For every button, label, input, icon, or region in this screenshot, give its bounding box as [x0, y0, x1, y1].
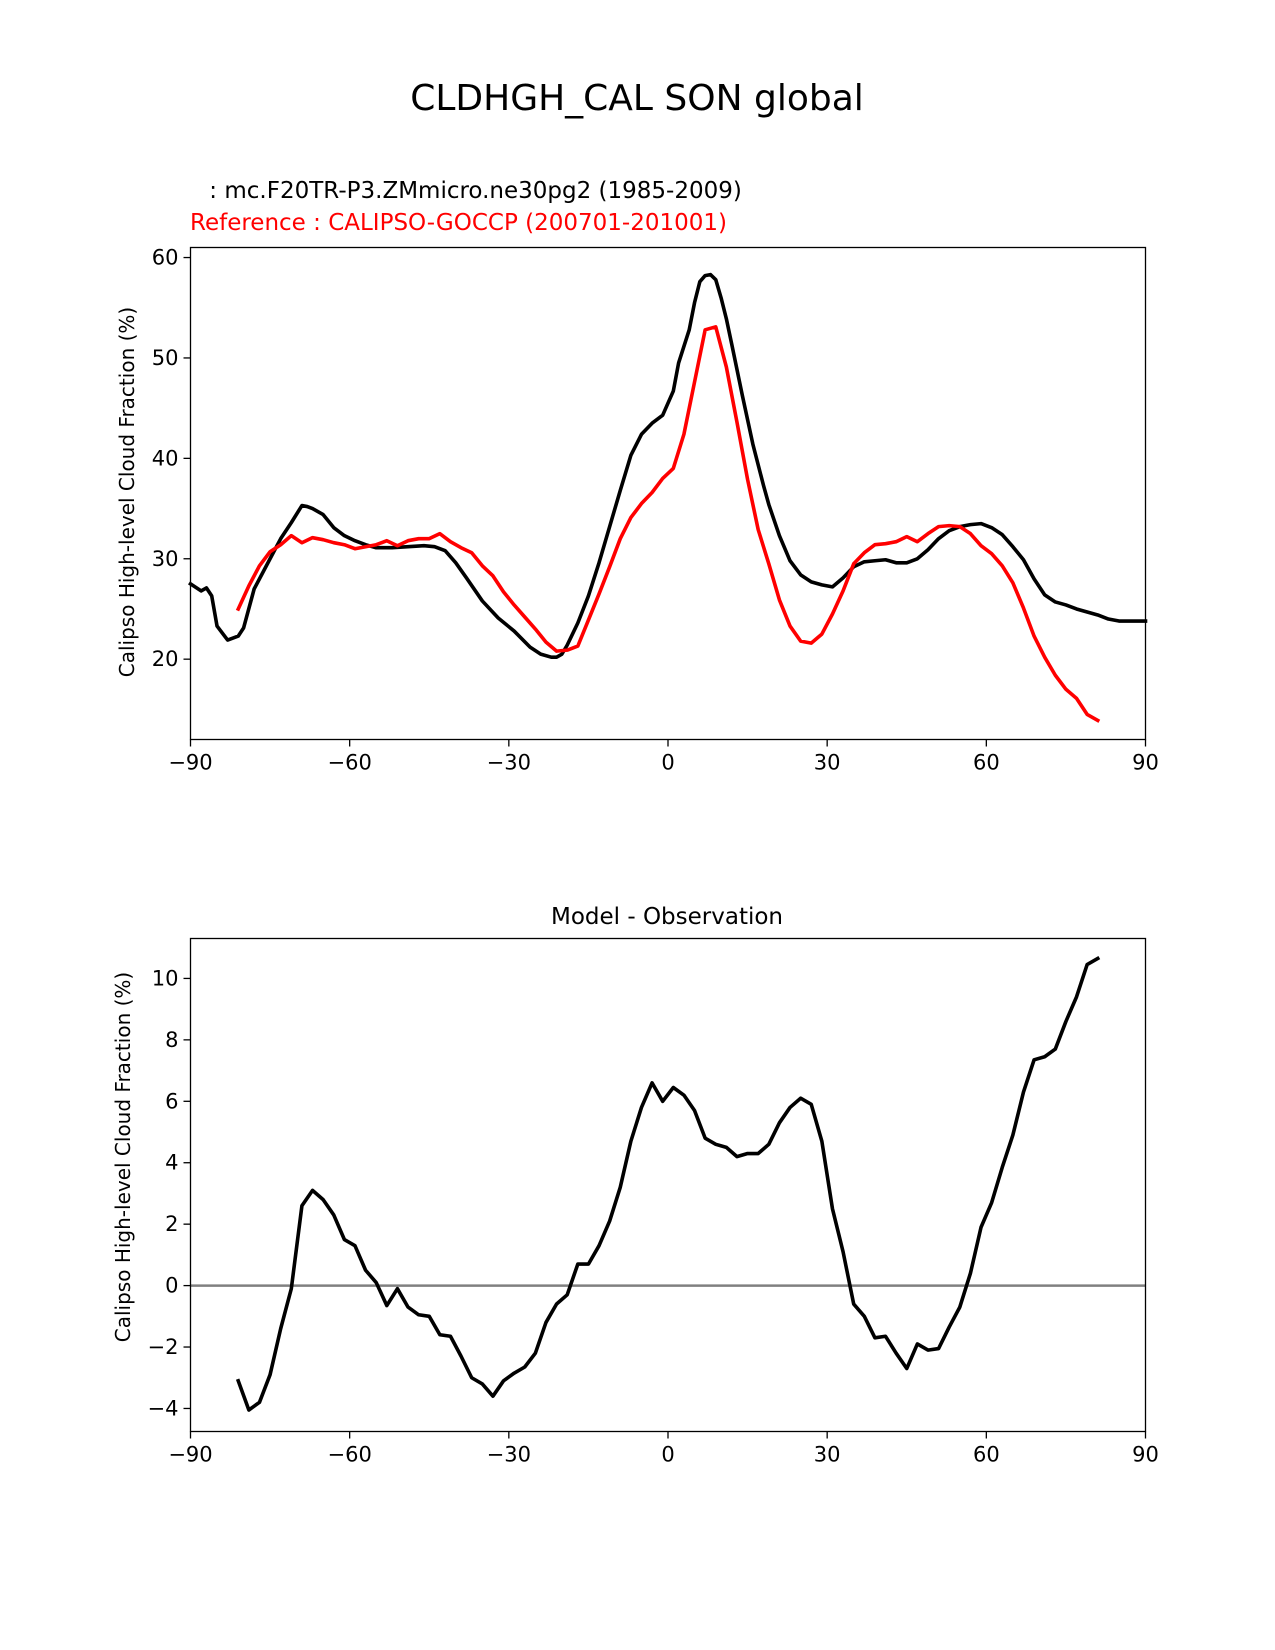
top-series-reference-line [235, 325, 1101, 723]
top-x-tick-label: 90 [1132, 751, 1159, 775]
bottom-y-tick-label: −2 [148, 1335, 179, 1359]
bottom-y-tick-label: 6 [165, 1089, 178, 1113]
bottom-x-tick-label: 0 [661, 1443, 674, 1467]
top-panel: : mc.F20TR-P3.ZMmicro.ne30pg2 (1985-2009… [115, 178, 1159, 775]
bottom-y-tick-label: 0 [165, 1274, 178, 1298]
bottom-y-tick-label: −4 [148, 1396, 179, 1420]
bottom-y-axis-label: Calipso High-level Cloud Fraction (%) [111, 972, 135, 1342]
top-x-tick-label: −30 [487, 751, 531, 775]
top-y-axis-label: Calipso High-level Cloud Fraction (%) [115, 307, 139, 677]
top-y-tick-label: 50 [152, 346, 179, 370]
bottom-x-tick-label: 30 [814, 1443, 841, 1467]
top-x-tick-label: −90 [168, 751, 212, 775]
top-x-tick-label: 60 [973, 751, 1000, 775]
bottom-x-tick-label: 90 [1132, 1443, 1159, 1467]
reference-label: Reference : CALIPSO-GOCCP (200701-201001… [190, 210, 727, 236]
bottom-y-tick-label: 10 [152, 966, 179, 990]
top-axes-frame [189, 246, 1147, 741]
bottom-axes-frame [189, 937, 1147, 1433]
bottom-y-tick-label: 4 [165, 1151, 178, 1175]
top-axis-ticks: −90 −60 −30 0 30 60 90 20 30 40 50 60 [152, 246, 1159, 775]
bottom-y-tick-label: 2 [165, 1212, 178, 1236]
top-x-tick-label: −60 [328, 751, 372, 775]
top-y-tick-label: 30 [152, 547, 179, 571]
bottom-x-tick-label: −60 [328, 1443, 372, 1467]
test-case-label: : mc.F20TR-P3.ZMmicro.ne30pg2 (1985-2009… [202, 178, 742, 204]
top-y-tick-label: 40 [152, 446, 179, 470]
figure-suptitle: CLDHGH_CAL SON global [410, 78, 864, 119]
top-series-lines [188, 272, 1148, 723]
top-y-tick-label: 20 [152, 647, 179, 671]
bottom-axis-ticks: −90 −60 −30 0 30 60 90 −4 −2 0 2 4 6 8 10 [148, 966, 1159, 1466]
top-series-test-line [188, 272, 1148, 659]
top-x-tick-label: 0 [661, 751, 674, 775]
bottom-x-tick-label: −90 [168, 1443, 212, 1467]
bottom-y-tick-label: 8 [165, 1028, 178, 1052]
bottom-panel: Model - Observation Calipso High-level C… [111, 904, 1159, 1467]
bottom-panel-title: Model - Observation [551, 904, 783, 930]
top-x-tick-label: 30 [814, 751, 841, 775]
bottom-series-difference-line [235, 956, 1101, 1412]
bottom-x-tick-label: 60 [973, 1443, 1000, 1467]
bottom-series-lines [190, 956, 1146, 1412]
top-y-tick-label: 60 [152, 246, 179, 270]
bottom-x-tick-label: −30 [487, 1443, 531, 1467]
